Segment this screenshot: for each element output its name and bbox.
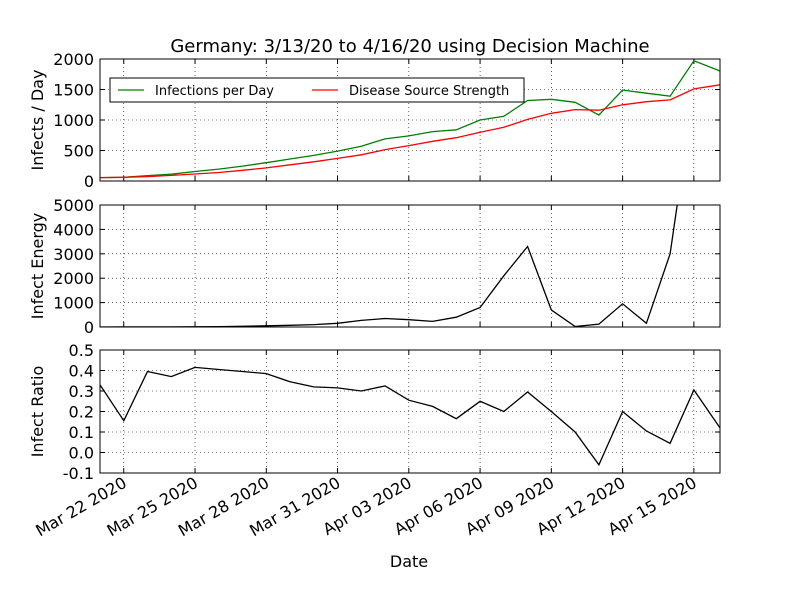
y-tick-label: 0.2	[69, 403, 94, 422]
panel-infect-ratio: -0.10.0 0.10.2 0.30.4 0.5 Infect Ratio	[28, 341, 721, 483]
x-axis-label: Date	[390, 552, 428, 571]
panel-infects-per-day: 0 500 1000 1500 2000 Infects / Day Infections …	[28, 50, 721, 191]
axes-frame	[99, 58, 721, 182]
y-tick-label: 3000	[53, 245, 94, 264]
y-tick-label: 2000	[53, 269, 94, 288]
y-tick-label: 0.3	[69, 382, 94, 401]
y-tick-label: 0.5	[69, 341, 94, 360]
y-tick-label: 1500	[53, 81, 94, 100]
legend-entry-label: Infections per Day	[155, 84, 274, 99]
axes-frame	[99, 204, 721, 328]
y-tick-label: -0.1	[63, 464, 94, 483]
y-axis-label: Infects / Day	[28, 70, 47, 171]
y-tick-label: 1000	[53, 294, 94, 313]
legend: Infections per Day Disease Source Strengt…	[109, 77, 525, 103]
y-tick-label: 0.4	[69, 362, 94, 381]
y-tick-label: 1000	[53, 111, 94, 130]
series-line-infections-per-day	[100, 60, 720, 179]
y-tick-label: 500	[63, 142, 94, 161]
y-tick-label: 0	[84, 318, 94, 337]
chart-title: Germany: 3/13/20 to 4/16/20 using Decisi…	[170, 36, 649, 57]
axes-frame	[99, 349, 721, 474]
series-line-infect-ratio	[100, 366, 720, 467]
y-axis-label: Infect Ratio	[28, 366, 47, 458]
y-axis-label: Infect Energy	[28, 213, 47, 320]
legend-entry-label: Disease Source Strength	[349, 84, 509, 99]
y-tick-label: 2000	[53, 50, 94, 69]
panel-infect-energy: 0 1000 2000 3000 4000 5000 Infect Energy	[28, 196, 721, 337]
y-tick-label: 0	[84, 172, 94, 191]
y-tick-label: 5000	[53, 196, 94, 215]
series-line-disease-source-strength	[100, 83, 720, 179]
y-tick-label: 0.0	[69, 444, 94, 463]
y-tick-label: 0.1	[69, 423, 94, 442]
y-tick-label: 4000	[53, 220, 94, 239]
